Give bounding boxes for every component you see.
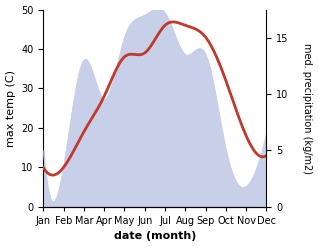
X-axis label: date (month): date (month) [114, 231, 196, 242]
Y-axis label: med. precipitation (kg/m2): med. precipitation (kg/m2) [302, 43, 313, 174]
Y-axis label: max temp (C): max temp (C) [5, 70, 16, 147]
